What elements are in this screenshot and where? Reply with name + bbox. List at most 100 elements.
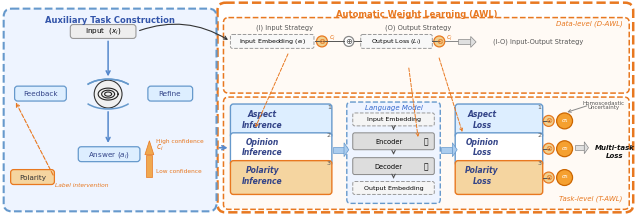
Text: Input Embedding $(e_i)$: Input Embedding $(e_i)$: [239, 37, 306, 46]
Text: 1: 1: [327, 104, 331, 109]
Text: Inference: Inference: [242, 148, 283, 157]
Text: Loss: Loss: [605, 153, 623, 159]
Text: Output Embedding: Output Embedding: [364, 186, 423, 191]
Text: Loss: Loss: [472, 177, 492, 186]
FancyBboxPatch shape: [347, 102, 440, 203]
Circle shape: [316, 36, 328, 47]
Text: Inference: Inference: [242, 121, 283, 130]
Text: 🔥: 🔥: [424, 137, 429, 146]
Circle shape: [557, 141, 573, 157]
Text: ⊗: ⊗: [545, 173, 552, 182]
Text: Input Embedding: Input Embedding: [367, 117, 420, 122]
Text: Loss: Loss: [472, 121, 492, 130]
FancyBboxPatch shape: [11, 170, 54, 184]
Text: Loss: Loss: [472, 148, 492, 157]
Text: Uncertainty: Uncertainty: [588, 106, 620, 111]
Text: Low confidence: Low confidence: [156, 169, 202, 174]
Text: Auxiliary Task Construction: Auxiliary Task Construction: [45, 16, 175, 25]
FancyBboxPatch shape: [230, 133, 332, 166]
Circle shape: [543, 172, 554, 183]
Text: $c_i$: $c_i$: [156, 143, 163, 153]
Text: (I-O) Input-Output Strategy: (I-O) Input-Output Strategy: [493, 38, 583, 45]
FancyBboxPatch shape: [353, 133, 435, 150]
Text: Polarity: Polarity: [465, 166, 499, 175]
Text: $\sigma_3$: $\sigma_3$: [561, 174, 568, 181]
Circle shape: [557, 113, 573, 129]
Text: $\sigma_1$: $\sigma_1$: [561, 117, 568, 125]
Text: Input  $(x_i)$: Input $(x_i)$: [85, 26, 122, 37]
Text: 1: 1: [538, 104, 541, 109]
FancyBboxPatch shape: [148, 86, 193, 101]
Polygon shape: [470, 37, 476, 47]
FancyBboxPatch shape: [223, 97, 629, 209]
Text: Opinion: Opinion: [465, 138, 499, 147]
FancyBboxPatch shape: [361, 34, 433, 48]
FancyBboxPatch shape: [70, 25, 136, 38]
Text: Language Model: Language Model: [365, 105, 422, 111]
Text: ⊗: ⊗: [436, 37, 443, 46]
Text: Refine: Refine: [159, 91, 181, 97]
Text: Homoscedastic: Homoscedastic: [582, 101, 625, 106]
Text: Label intervention: Label intervention: [56, 183, 109, 189]
Polygon shape: [584, 142, 588, 154]
Text: Answer $(a_i)$: Answer $(a_i)$: [88, 150, 130, 160]
Text: Opinion: Opinion: [246, 138, 279, 147]
FancyBboxPatch shape: [455, 104, 543, 138]
Text: Polarity: Polarity: [246, 166, 279, 175]
FancyBboxPatch shape: [353, 158, 435, 175]
Text: Aspect: Aspect: [467, 111, 497, 120]
Text: Automatic Weight Learning (AWL): Automatic Weight Learning (AWL): [335, 10, 497, 19]
Text: ⊗: ⊗: [545, 116, 552, 125]
Text: ⊗: ⊗: [545, 144, 552, 153]
FancyBboxPatch shape: [218, 3, 633, 212]
Bar: [458, 40, 470, 44]
Text: Multi-task: Multi-task: [595, 145, 634, 151]
FancyBboxPatch shape: [4, 9, 216, 211]
Bar: [333, 147, 344, 153]
Text: 3: 3: [538, 161, 541, 166]
Polygon shape: [344, 143, 349, 157]
Text: Feedback: Feedback: [23, 91, 58, 97]
Bar: [575, 145, 584, 150]
FancyBboxPatch shape: [230, 104, 332, 138]
Text: Polarity: Polarity: [19, 175, 46, 181]
Circle shape: [434, 36, 445, 47]
Text: $c_i$: $c_i$: [446, 34, 453, 43]
Text: High confidence: High confidence: [156, 139, 204, 144]
FancyBboxPatch shape: [15, 86, 67, 101]
FancyBboxPatch shape: [230, 161, 332, 194]
Text: 3: 3: [327, 161, 331, 166]
Circle shape: [543, 115, 554, 126]
FancyBboxPatch shape: [223, 18, 629, 93]
Text: $c_i$: $c_i$: [329, 34, 336, 43]
FancyBboxPatch shape: [353, 181, 435, 194]
FancyBboxPatch shape: [455, 161, 543, 194]
Text: ⊗: ⊗: [319, 37, 325, 46]
Bar: [441, 147, 452, 153]
Text: Encoder: Encoder: [375, 139, 402, 145]
Text: Task-level (T-AWL): Task-level (T-AWL): [559, 196, 622, 202]
Text: Inference: Inference: [242, 177, 283, 186]
FancyBboxPatch shape: [455, 133, 543, 166]
Circle shape: [344, 37, 354, 46]
Circle shape: [543, 143, 554, 154]
FancyBboxPatch shape: [230, 34, 314, 48]
FancyBboxPatch shape: [78, 147, 140, 162]
Text: 🔥: 🔥: [424, 162, 429, 171]
Circle shape: [94, 80, 122, 108]
Text: $\sigma_2$: $\sigma_2$: [561, 145, 568, 153]
Text: Output Loss $(L_i)$: Output Loss $(L_i)$: [371, 37, 422, 46]
Text: 2: 2: [327, 133, 331, 138]
Text: ⊕: ⊕: [345, 37, 352, 46]
Polygon shape: [145, 141, 154, 155]
Bar: [147, 155, 152, 177]
Polygon shape: [452, 143, 457, 157]
Text: Aspect: Aspect: [248, 111, 277, 120]
Circle shape: [557, 170, 573, 186]
Text: 2: 2: [538, 133, 541, 138]
FancyBboxPatch shape: [353, 113, 435, 126]
Text: (O) Output Strategy: (O) Output Strategy: [385, 25, 452, 31]
Text: Data-level (D-AWL): Data-level (D-AWL): [556, 21, 622, 27]
Text: Decoder: Decoder: [374, 164, 403, 170]
Text: (I) Input Strategy: (I) Input Strategy: [255, 25, 312, 31]
